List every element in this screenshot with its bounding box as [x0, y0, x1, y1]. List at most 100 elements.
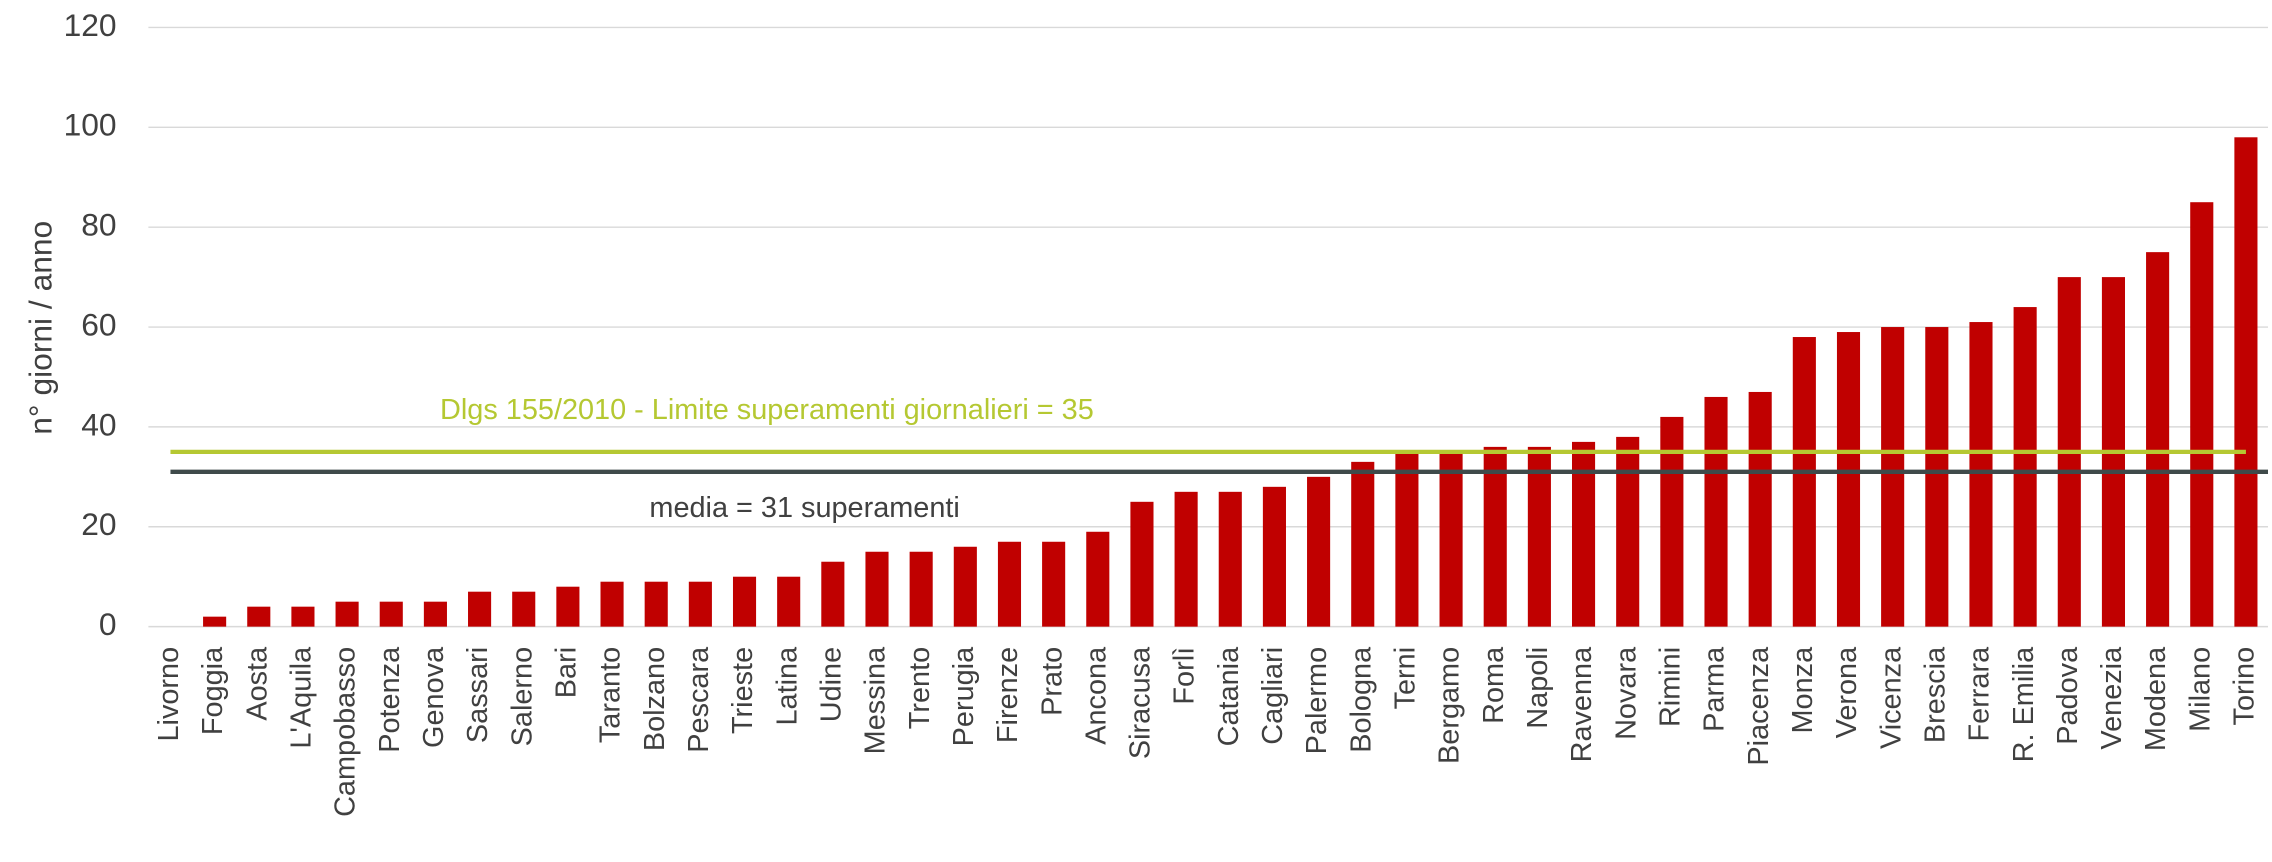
x-tick-label: Firenze: [992, 647, 1024, 743]
y-tick-label: 40: [81, 406, 116, 442]
bar: [1307, 476, 1331, 627]
bar: [600, 581, 624, 627]
x-tick-label: Monza: [1787, 646, 1819, 734]
x-tick-label: Latina: [771, 646, 803, 726]
x-tick-label: Palermo: [1301, 647, 1333, 754]
bar: [423, 601, 447, 627]
bar: [2234, 137, 2258, 627]
bar: [1881, 327, 1905, 627]
bar: [1925, 327, 1949, 627]
bar: [1130, 501, 1154, 627]
x-tick-label: Bologna: [1345, 646, 1377, 753]
x-tick-label: Bari: [551, 647, 583, 698]
bar: [1792, 337, 1816, 627]
x-tick-label: Bergamo: [1434, 647, 1466, 764]
x-tick-label: Napoli: [1522, 647, 1554, 729]
bar: [1836, 332, 1861, 627]
y-tick-label: 100: [64, 107, 117, 143]
x-tick-label: Roma: [1478, 646, 1510, 724]
x-tick-label: Ferrara: [1964, 646, 1996, 742]
bar: [1395, 451, 1419, 627]
bar: [2190, 202, 2214, 627]
y-tick-label: 80: [81, 207, 116, 243]
bar: [644, 581, 668, 627]
x-tick-label: Rimini: [1654, 647, 1686, 727]
x-tick-label: Prato: [1036, 647, 1068, 716]
x-tick-label: Siracusa: [1125, 646, 1157, 759]
x-tick-label: Taranto: [595, 647, 627, 743]
reference-label: media = 31 superamenti: [649, 492, 959, 524]
x-tick-label: Udine: [815, 647, 847, 722]
bar: [1969, 322, 1993, 627]
x-tick-label: Cagliari: [1257, 647, 1289, 745]
bar: [1042, 541, 1066, 627]
x-tick-label: Padova: [2052, 646, 2084, 745]
x-tick-label: Novara: [1610, 646, 1642, 740]
x-tick-label: Torino: [2229, 647, 2261, 726]
bar: [291, 606, 315, 627]
bar: [1262, 486, 1286, 627]
x-tick-label: Messina: [860, 646, 892, 754]
y-tick-label: 60: [81, 306, 116, 342]
bar: [688, 581, 712, 627]
bar: [1174, 491, 1198, 627]
bar: [247, 606, 271, 627]
bar: [777, 576, 801, 627]
x-tick-label: Ancona: [1080, 646, 1112, 745]
x-tick-label: Verona: [1831, 646, 1863, 738]
bar: [2146, 252, 2170, 627]
x-tick-label: Brescia: [1919, 646, 1951, 743]
x-tick-label: Perugia: [948, 646, 980, 746]
x-tick-label: Vicenza: [1875, 646, 1907, 749]
x-tick-label: Genova: [418, 646, 450, 748]
bar: [1527, 446, 1551, 627]
bar: [1086, 531, 1110, 627]
x-tick-label: Potenza: [374, 646, 406, 753]
bar: [1704, 396, 1728, 627]
x-tick-label: Aosta: [241, 646, 273, 721]
bar: [1439, 451, 1463, 627]
x-tick-label: Terni: [1390, 647, 1422, 710]
bar: [821, 561, 845, 627]
bar: [953, 546, 977, 627]
y-axis-label: n° giorni / anno: [22, 221, 58, 435]
x-tick-label: Pescara: [683, 646, 715, 753]
x-tick-label: R. Emilia: [2008, 646, 2040, 762]
bar: [1571, 441, 1596, 627]
x-tick-label: Forlì: [1169, 647, 1201, 705]
x-tick-label: Foggia: [197, 646, 229, 735]
bar: [1616, 436, 1640, 627]
bar: [1748, 391, 1772, 627]
bar: [512, 591, 536, 627]
x-tick-label: Salerno: [506, 647, 538, 746]
x-tick-label: Piacenza: [1743, 646, 1775, 766]
bar: [1218, 491, 1242, 627]
x-tick-label: Trento: [904, 647, 936, 729]
x-tick-label: Venezia: [2096, 646, 2128, 750]
bar: [1660, 416, 1684, 627]
bar: [1483, 446, 1507, 627]
x-tick-label: Campobasso: [330, 647, 362, 817]
bar: [379, 601, 403, 627]
bar: [865, 551, 889, 627]
reference-label: Dlgs 155/2010 - Limite superamenti giorn…: [440, 394, 1094, 426]
x-tick-label: Parma: [1699, 646, 1731, 732]
bar: [909, 551, 933, 627]
x-tick-label: Catania: [1213, 646, 1245, 746]
bar: [203, 616, 227, 627]
y-tick-label: 120: [64, 7, 117, 43]
x-tick-label: L'Aquila: [286, 646, 318, 749]
bar: [556, 586, 580, 627]
x-tick-label: Bolzano: [639, 647, 671, 751]
bar: [2013, 307, 2037, 627]
x-tick-label: Ravenna: [1566, 646, 1598, 762]
x-tick-label: Milano: [2184, 647, 2216, 732]
x-tick-label: Livorno: [153, 647, 185, 742]
bar: [1351, 461, 1375, 627]
x-tick-label: Modena: [2140, 646, 2172, 751]
y-tick-label: 20: [81, 506, 116, 542]
x-tick-label: Sassari: [462, 647, 494, 743]
x-tick-label: Trieste: [727, 647, 759, 734]
